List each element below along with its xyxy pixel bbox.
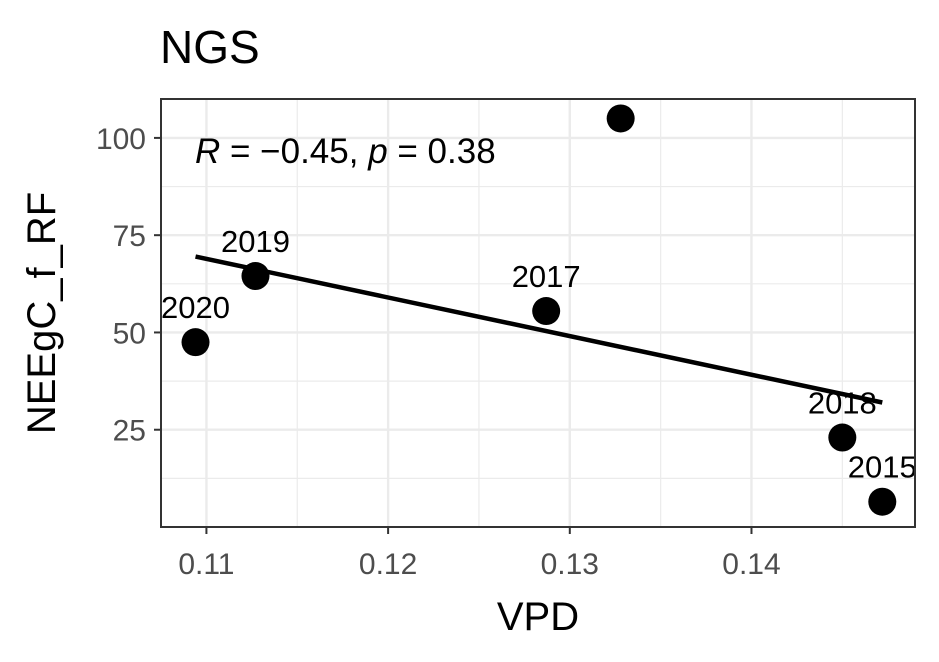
trend-line [195,254,883,405]
x-tick-label: 0.11 [178,548,234,581]
point-label: 2017 [512,259,581,294]
x-tick-label: 0.14 [722,548,780,581]
x-tick-label: 0.12 [359,548,417,581]
y-tick-label: 75 [113,220,146,253]
points-layer [181,104,897,516]
point-label: 2015 [848,450,917,485]
annotation-part: R [195,132,220,171]
data-point [868,487,897,516]
axis-ticks: 0.11 0.12 0.13 0.14 25 50 75 100 [96,123,781,581]
x-axis-title: VPD [497,595,579,639]
data-point [181,328,210,357]
point-label: 2019 [221,224,290,259]
point-label: 2020 [161,290,230,325]
grid [161,99,915,527]
trend-line-layer [195,254,883,405]
annotation-part: p [367,132,387,171]
y-tick-label: 25 [113,415,146,448]
point-label: 2018 [808,386,877,421]
y-tick-label: 50 [113,317,146,350]
x-tick-label: 0.13 [541,548,599,581]
annotation-part: = −0.45, [220,132,368,171]
correlation-annotation: R = −0.45, p = 0.38 [195,132,496,171]
panel-border [160,98,916,528]
data-point [606,104,635,133]
point-labels-layer: 2020 2019 2017 2018 2015 [161,224,917,485]
data-point [532,297,561,326]
chart-title: NGS [160,21,260,73]
y-axis-title: NEEgC_f_RF [20,192,64,434]
annotation-part: = 0.38 [388,132,496,171]
data-point [241,262,270,291]
data-point [828,423,857,452]
y-tick-label: 100 [96,123,146,156]
